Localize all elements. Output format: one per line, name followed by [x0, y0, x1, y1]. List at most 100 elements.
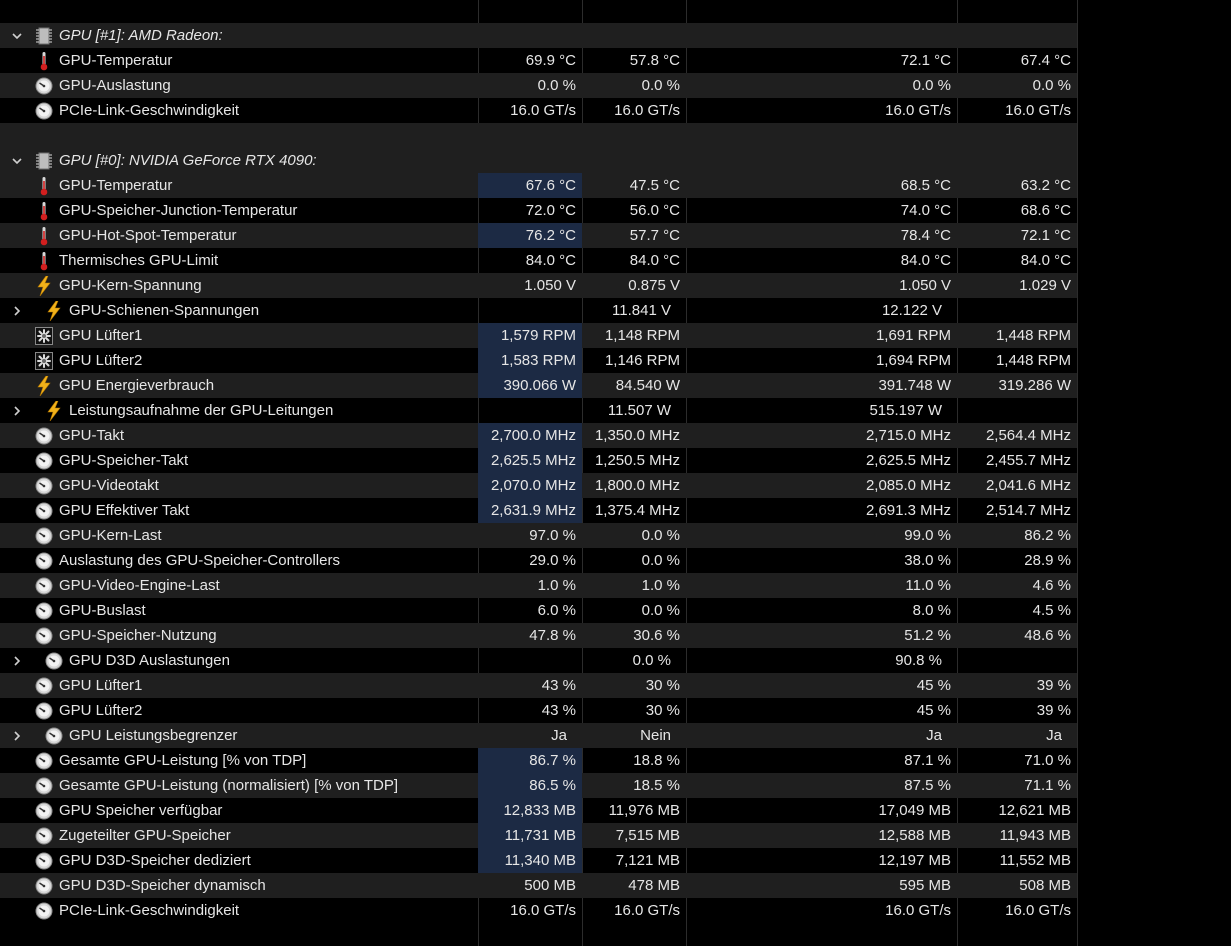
group-header-row[interactable]: GPU [#0]: NVIDIA GeForce RTX 4090: [0, 148, 1077, 173]
sensor-row[interactable]: GPU-Speicher-Junction-Temperatur 72.0 °C 5… [0, 198, 1077, 223]
sensor-label: GPU Speicher verfügbar [59, 802, 223, 819]
sensor-row[interactable]: Gesamte GPU-Leistung (normalisiert) [% v… [0, 773, 1077, 798]
group-name-cell: GPU [#1]: AMD Radeon: [33, 23, 478, 48]
minimum-value: 0.0 % [632, 652, 671, 669]
chevron-right-icon[interactable] [0, 648, 33, 673]
chevron-right-icon[interactable] [0, 298, 33, 323]
gauge-icon [33, 798, 55, 823]
sensor-row[interactable]: GPU D3D-Speicher dynamisch 500 MB 478 MB 59… [0, 873, 1077, 898]
maximum-value: 51.2 % [904, 627, 951, 644]
sensor-subgroup-row[interactable]: Leistungsaufnahme der GPU-Leitungen 11.50… [0, 398, 1077, 423]
value-cell [478, 148, 582, 173]
sensor-row[interactable]: PCIe-Link-Geschwindigkeit 16.0 GT/s 16.0 G… [0, 898, 1077, 923]
sensor-label: GPU Leistungsbegrenzer [69, 727, 238, 744]
maximum-value: Ja [926, 727, 942, 744]
sensor-row[interactable]: Gesamte GPU-Leistung [% von TDP] 86.7 % 18… [0, 748, 1077, 773]
lightning-bolt-icon [43, 398, 65, 423]
sensor-row[interactable]: GPU-Buslast 6.0 % 0.0 % 8.0 % 4.5 % [0, 598, 1077, 623]
sensor-row[interactable]: GPU-Temperatur 67.6 °C 47.5 °C 68.5 °C 63.2 … [0, 173, 1077, 198]
sensor-name-cell: Auslastung des GPU-Speicher-Controllers [33, 548, 478, 573]
gauge-icon [33, 498, 55, 523]
sensor-row[interactable]: Zugeteilter GPU-Speicher 11,731 MB 7,515 M… [0, 823, 1077, 848]
row-spacer [0, 598, 33, 623]
sensor-row[interactable]: GPU Lüfter2 1,583 RPM 1,146 RPM 1,694 RPM 1,… [0, 348, 1077, 373]
sensor-name-cell: GPU-Kern-Spannung [33, 273, 478, 298]
sensor-row[interactable]: GPU-Speicher-Takt 2,625.5 MHz 1,250.5 MHz 2… [0, 448, 1077, 473]
gauge-icon [43, 723, 65, 748]
sensor-row[interactable]: GPU Lüfter1 1,579 RPM 1,148 RPM 1,691 RPM 1,… [0, 323, 1077, 348]
sensor-label: GPU-Kern-Spannung [59, 277, 202, 294]
maximum-value: 2,085.0 MHz [865, 477, 951, 494]
chevron-down-icon[interactable] [0, 23, 33, 48]
group-name-cell: GPU [#0]: NVIDIA GeForce RTX 4090: [33, 148, 478, 173]
sensor-row[interactable]: GPU-Speicher-Nutzung 47.8 % 30.6 % 51.2 % 48… [0, 623, 1077, 648]
sensor-row[interactable]: Thermisches GPU-Limit 84.0 °C 84.0 °C 84.0 … [0, 248, 1077, 273]
sensor-row[interactable]: GPU Lüfter2 43 % 30 % 45 % 39 % [0, 698, 1077, 723]
sensor-row[interactable]: GPU-Temperatur 69.9 °C 57.8 °C 72.1 °C 67.4 … [0, 48, 1077, 73]
sensor-row[interactable]: GPU-Videotakt 2,070.0 MHz 1,800.0 MHz 2,085… [0, 473, 1077, 498]
row-spacer [0, 473, 33, 498]
sensor-row[interactable]: GPU-Kern-Spannung 1.050 V 0.875 V 1.050 V 1.… [0, 273, 1077, 298]
minimum-value: 18.8 % [633, 752, 680, 769]
sensor-subgroup-row[interactable]: GPU Leistungsbegrenzer Ja Nein Ja Ja [0, 723, 1077, 748]
current-value: 2,070.0 MHz [478, 473, 582, 498]
minimum-value: 30 % [645, 677, 680, 694]
current-value: 1,579 RPM [478, 323, 582, 348]
minimum-value: 1,146 RPM [604, 352, 680, 369]
average-value: 48.6 % [1024, 627, 1071, 644]
sensor-name-cell: GPU Lüfter2 [33, 348, 478, 373]
sensor-row[interactable]: GPU D3D-Speicher dediziert 11,340 MB 7,121… [0, 848, 1077, 873]
sensor-label: GPU-Buslast [59, 602, 146, 619]
chevron-right-icon[interactable] [0, 723, 33, 748]
average-value: 12,621 MB [998, 802, 1071, 819]
sensor-subgroup-row[interactable]: GPU D3D Auslastungen 0.0 % 90.8 % [0, 648, 1077, 673]
sensor-row[interactable]: Auslastung des GPU-Speicher-Controllers 2… [0, 548, 1077, 573]
maximum-value: 12.122 V [881, 302, 942, 319]
chip-icon [33, 148, 55, 173]
sensor-row[interactable]: GPU-Hot-Spot-Temperatur 76.2 °C 57.7 °C 78.… [0, 223, 1077, 248]
row-spacer [0, 323, 33, 348]
current-value: 2,631.9 MHz [478, 498, 582, 523]
sensor-subgroup-row[interactable]: GPU-Schienen-Spannungen 11.841 V 12.122 V [0, 298, 1077, 323]
average-value: 86.2 % [1024, 527, 1071, 544]
gauge-icon [33, 523, 55, 548]
sensor-row[interactable]: GPU Effektiver Takt 2,631.9 MHz 1,375.4 MH… [0, 498, 1077, 523]
gauge-icon [33, 598, 55, 623]
maximum-value: 72.1 °C [900, 52, 951, 69]
sensor-name-cell: GPU-Speicher-Nutzung [33, 623, 478, 648]
sensor-label: GPU-Temperatur [59, 177, 173, 194]
maximum-value: 1,694 RPM [875, 352, 951, 369]
chevron-right-icon[interactable] [0, 398, 33, 423]
sensor-name-cell: GPU Speicher verfügbar [33, 798, 478, 823]
maximum-value: 391.748 W [878, 377, 951, 394]
row-spacer [0, 423, 33, 448]
sensor-row[interactable]: PCIe-Link-Geschwindigkeit 16.0 GT/s 16.0 G… [0, 98, 1077, 123]
sensor-label: PCIe-Link-Geschwindigkeit [59, 102, 240, 119]
maximum-value: 68.5 °C [900, 177, 951, 194]
value-cell [582, 148, 686, 173]
sensor-label: GPU-Hot-Spot-Temperatur [59, 227, 237, 244]
value-cell [686, 23, 957, 48]
minimum-value: 11.507 W [607, 402, 671, 419]
sensor-name-cell: GPU-Speicher-Junction-Temperatur [33, 198, 478, 223]
sensor-row[interactable]: GPU-Kern-Last 97.0 % 0.0 % 99.0 % 86.2 % [0, 523, 1077, 548]
sensor-row[interactable]: GPU-Video-Engine-Last 1.0 % 1.0 % 11.0 % 4.6… [0, 573, 1077, 598]
sensor-row[interactable]: GPU Speicher verfügbar 12,833 MB 11,976 MB… [0, 798, 1077, 823]
minimum-value: 18.5 % [633, 777, 680, 794]
group-header-row[interactable]: GPU [#1]: AMD Radeon: [0, 23, 1077, 48]
minimum-value: 0.875 V [628, 277, 680, 294]
sensor-row[interactable]: GPU Lüfter1 43 % 30 % 45 % 39 % [0, 673, 1077, 698]
minimum-value: 56.0 °C [629, 202, 680, 219]
sensor-row[interactable]: GPU Energieverbrauch 390.066 W 84.540 W 391… [0, 373, 1077, 398]
chevron-down-icon[interactable] [0, 148, 33, 173]
average-value: Ja [1046, 727, 1062, 744]
current-value: 11,731 MB [478, 823, 582, 848]
sensor-row[interactable]: GPU-Auslastung 0.0 % 0.0 % 0.0 % 0.0 % [0, 73, 1077, 98]
lightning-bolt-icon [33, 373, 55, 398]
sensor-name-cell: GPU Leistungsbegrenzer [24, 723, 469, 748]
sensor-row[interactable]: GPU-Takt 2,700.0 MHz 1,350.0 MHz 2,715.0 MH… [0, 423, 1077, 448]
current-value: 2,625.5 MHz [478, 448, 582, 473]
gauge-icon [33, 473, 55, 498]
row-spacer [0, 248, 33, 273]
sensor-label: Auslastung des GPU-Speicher-Controllers [59, 552, 340, 569]
